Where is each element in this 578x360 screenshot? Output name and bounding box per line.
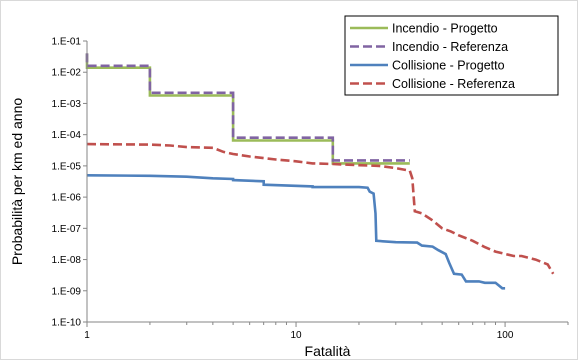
y-tick-label: 1.E-08 [52,255,82,266]
x-axis-title: Fatalità [305,343,351,359]
y-tick-label: 1.E-02 [52,68,82,79]
legend-label: Collisione - Referenza [392,77,515,91]
axis-layer: 1.E-10 1.E-09 1.E-08 1.E-07 1.E-06 1.E-05 1.E-… [52,37,569,341]
series-layer [85,53,555,290]
legend-label: Collisione - Progetto [392,59,505,73]
y-tick-label: 1.E-04 [52,130,82,141]
y-axis-title: Probabilità per km ed anno [9,98,25,266]
y-tick-label: 1.E-09 [52,286,82,297]
x-tick-label: 10 [290,330,302,341]
series-line-3 [86,174,506,290]
y-tick-label: 1.E-10 [52,318,82,329]
x-tick-label: 100 [497,330,514,341]
y-tick-label: 1.E-03 [52,99,82,110]
y-tick-label: 1.E-01 [52,37,82,48]
y-tick-label: 1.E-05 [52,161,82,172]
legend-label: Incendio - Progetto [392,22,498,36]
legend: Incendio - Progetto Incendio - Referenza C… [344,15,559,96]
legend-label: Incendio - Referenza [392,40,508,54]
y-tick-label: 1.E-06 [52,193,82,204]
x-tick-label: 1 [84,330,90,341]
series-line-2 [85,53,410,162]
series-line-4 [86,142,555,275]
y-tick-label: 1.E-07 [52,224,82,235]
